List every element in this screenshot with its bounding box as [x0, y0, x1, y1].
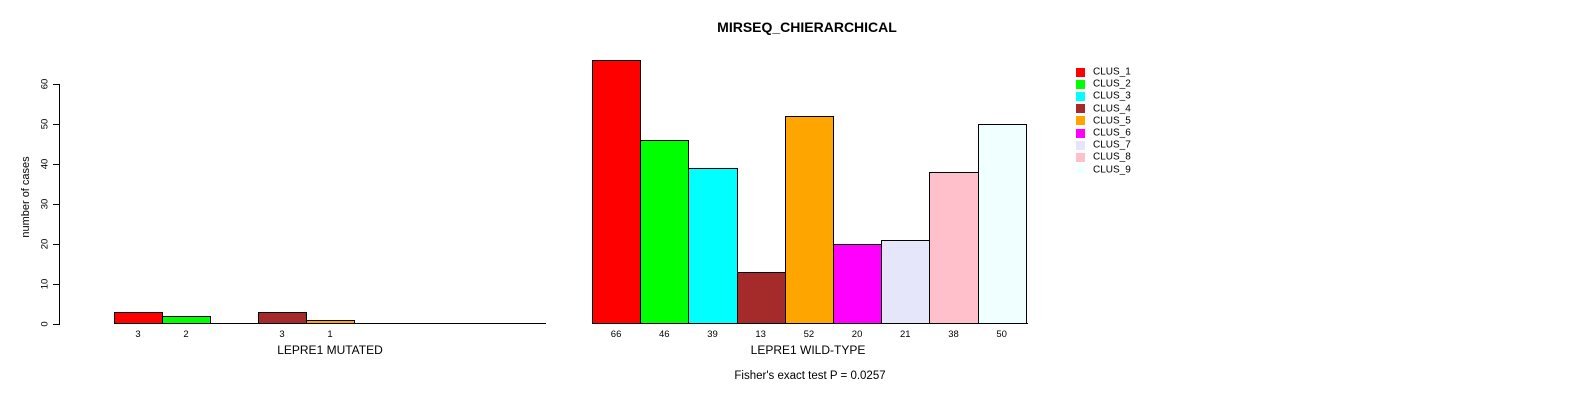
bar-right-CLUS_1 [592, 59, 642, 324]
bar-count-label: 52 [803, 329, 815, 340]
y-tick-mark [53, 323, 59, 325]
bar-right-CLUS_7 [881, 239, 931, 324]
legend-label-CLUS_8: CLUS_8 [1093, 151, 1131, 163]
y-tick-mark [53, 123, 59, 125]
bar-left-CLUS_2 [162, 315, 211, 324]
bar-right-CLUS_9 [977, 123, 1027, 324]
bar-count-label: 46 [659, 329, 670, 340]
y-tick-label: 60 [39, 78, 51, 89]
bar-count-label: 50 [996, 329, 1007, 340]
x-axis-label-wildtype: LEPRE1 WILD-TYPE [750, 343, 866, 357]
bar-count-label: 66 [610, 329, 622, 340]
legend-swatch-CLUS_3 [1076, 91, 1085, 101]
bar-count-label: 3 [135, 329, 141, 340]
legend-label-CLUS_6: CLUS_6 [1093, 127, 1131, 139]
bar-count-label: 21 [900, 329, 911, 340]
bar-left-CLUS_4 [258, 311, 307, 324]
bar-count-label: 38 [948, 329, 959, 340]
bar-count-label: 39 [707, 329, 718, 340]
y-tick-mark [53, 283, 59, 285]
y-tick-label: 40 [39, 158, 51, 169]
legend-label-CLUS_2: CLUS_2 [1093, 78, 1131, 90]
y-tick-label: 20 [39, 238, 51, 249]
legend-swatch-CLUS_5 [1076, 116, 1085, 126]
bar-right-CLUS_8 [929, 171, 979, 324]
y-tick-mark [53, 203, 59, 205]
chart-title: MIRSEQ_CHIERARCHICAL [717, 19, 897, 35]
bar-right-CLUS_3 [688, 167, 738, 324]
y-tick-mark [53, 243, 59, 245]
x-axis-baseline-right [592, 323, 1028, 324]
bar-left-CLUS_1 [114, 311, 163, 324]
legend-label-CLUS_1: CLUS_1 [1093, 66, 1131, 78]
legend-label-CLUS_5: CLUS_5 [1093, 115, 1131, 127]
legend-swatch-CLUS_7 [1076, 140, 1085, 150]
x-axis-label-mutated: LEPRE1 MUTATED [277, 343, 383, 357]
legend-label-CLUS_9: CLUS_9 [1093, 164, 1131, 176]
legend-swatch-CLUS_4 [1076, 104, 1085, 114]
bar-right-CLUS_6 [833, 243, 883, 324]
bar-right-CLUS_2 [640, 139, 690, 324]
y-axis-label: number of cases [20, 156, 32, 238]
y-tick-label: 10 [39, 278, 51, 289]
legend-label-CLUS_3: CLUS_3 [1093, 90, 1131, 102]
y-tick-label: 30 [39, 198, 51, 209]
x-axis-baseline-left [114, 323, 546, 324]
y-tick-label: 0 [39, 320, 51, 327]
bar-count-label: 1 [327, 329, 333, 340]
legend-swatch-CLUS_2 [1076, 79, 1085, 89]
legend-swatch-CLUS_9 [1076, 165, 1085, 175]
legend-label-CLUS_4: CLUS_4 [1093, 103, 1131, 115]
bar-count-label: 3 [279, 329, 285, 340]
legend-swatch-CLUS_1 [1076, 67, 1085, 77]
bar-right-CLUS_5 [784, 115, 834, 324]
bar-count-label: 13 [755, 329, 766, 340]
legend-swatch-CLUS_8 [1076, 152, 1085, 162]
bar-count-label: 2 [183, 329, 189, 340]
y-axis-line [59, 83, 60, 325]
fisher-test-caption: Fisher's exact test P = 0.0257 [734, 370, 886, 382]
bar-count-label: 20 [851, 329, 863, 340]
bar-left-CLUS_5 [306, 319, 355, 324]
y-tick-label: 50 [39, 118, 51, 129]
y-tick-mark [53, 163, 59, 165]
legend-swatch-CLUS_6 [1076, 128, 1085, 138]
bar-right-CLUS_4 [736, 271, 786, 324]
legend-label-CLUS_7: CLUS_7 [1093, 139, 1131, 151]
y-tick-mark [53, 83, 59, 85]
